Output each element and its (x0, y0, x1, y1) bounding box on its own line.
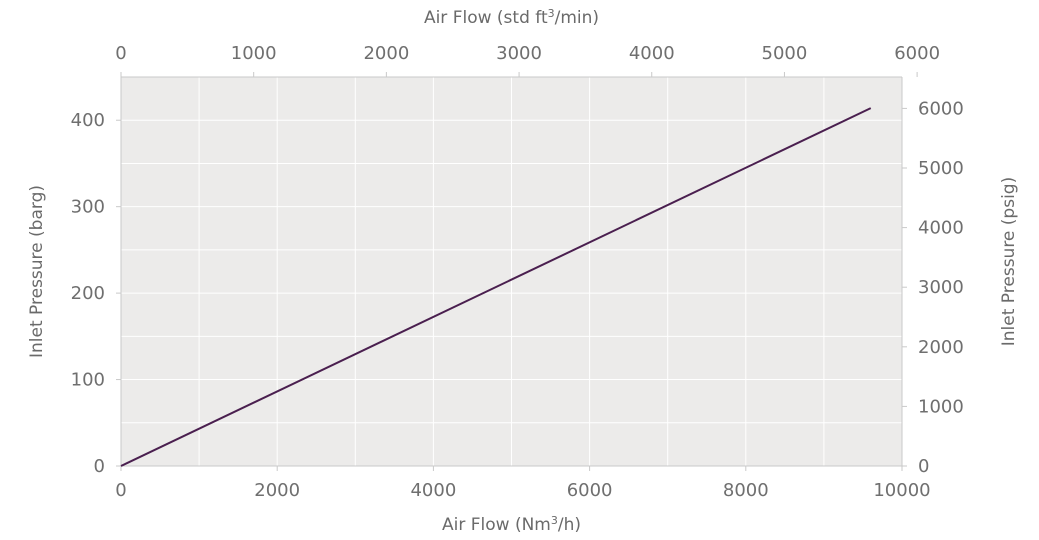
x-bottom-tick-label: 2000 (254, 480, 300, 501)
x-bottom-tick-label: 6000 (567, 480, 613, 501)
axes (116, 72, 918, 471)
series-line (120, 107, 872, 467)
x-bottom-tick-label: 0 (115, 480, 126, 501)
grid-lines (121, 77, 902, 466)
x-top-tick-label: 2000 (363, 43, 409, 64)
x-axis-top-title: Air Flow (std ft3/min) (424, 7, 599, 29)
x-top-tick-label: 1000 (231, 43, 277, 64)
y-right-tick-label: 6000 (918, 98, 964, 119)
x-bottom-title-suffix: /h) (558, 515, 581, 535)
y-right-tick-label: 4000 (918, 218, 964, 239)
y-left-tick-label: 100 (71, 370, 105, 391)
y-right-tick-label: 3000 (918, 277, 964, 298)
y-left-tick-label: 0 (94, 456, 105, 477)
x-top-tick-label: 5000 (762, 43, 808, 64)
x-bottom-tick-label: 10000 (873, 480, 930, 501)
y-right-tick-label: 1000 (918, 396, 964, 417)
y-right-tick-label: 5000 (918, 158, 964, 179)
x-top-title-sup: 3 (548, 7, 555, 20)
x-bottom-title-sup: 3 (551, 514, 558, 527)
y-right-tick-label: 2000 (918, 337, 964, 358)
series-lines (120, 107, 872, 467)
x-bottom-tick-label: 8000 (723, 480, 769, 501)
x-bottom-title-prefix: Air Flow (Nm (442, 515, 551, 535)
y-axis-left-title: Inlet Pressure (barg) (27, 185, 47, 358)
y-right-tick-label: 0 (918, 456, 929, 477)
y-left-tick-label: 200 (71, 283, 105, 304)
x-top-tick-label: 3000 (496, 43, 542, 64)
x-bottom-tick-label: 4000 (410, 480, 456, 501)
x-top-tick-label: 4000 (629, 43, 675, 64)
x-top-title-suffix: /min) (555, 8, 599, 28)
y-left-tick-label: 300 (71, 197, 105, 218)
x-top-title-prefix: Air Flow (std ft (424, 8, 548, 28)
x-top-tick-label: 6000 (894, 43, 940, 64)
x-top-tick-label: 0 (115, 43, 126, 64)
x-axis-bottom-title: Air Flow (Nm3/h) (442, 514, 581, 536)
y-left-tick-label: 400 (71, 110, 105, 131)
y-axis-right-title: Inlet Pressure (psig) (999, 177, 1019, 346)
